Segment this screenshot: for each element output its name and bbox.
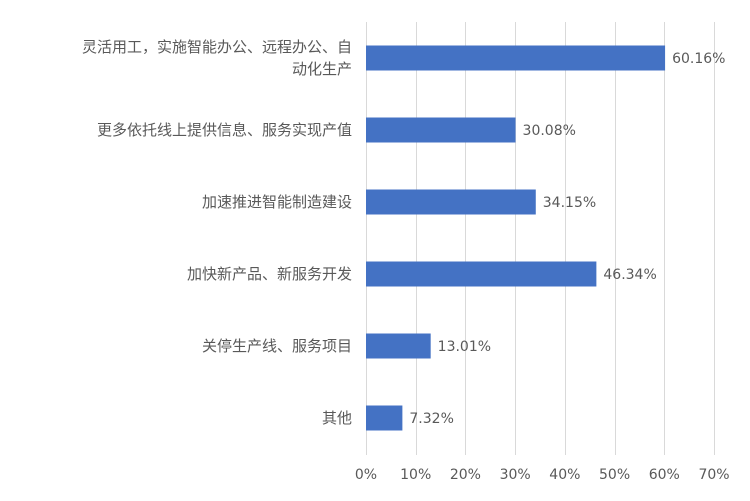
bar (366, 261, 597, 287)
data-label: 30.08% (523, 123, 576, 139)
data-label: 7.32% (409, 411, 453, 427)
category-label: 灵活用工，实施智能办公、远程办公、自动化生产 (82, 38, 352, 78)
x-tick-label: 40% (549, 467, 580, 483)
category-label-line: 加速推进智能制造建设 (202, 193, 352, 211)
data-labels: 60.16% 30.08% 34.15% 46.34% 13.01% 7.32% (409, 51, 725, 427)
category-label-line: 动化生产 (292, 60, 352, 78)
bar (366, 405, 403, 431)
bar (366, 45, 666, 71)
x-tick-label: 50% (599, 467, 630, 483)
category-label-line: 加快新产品、新服务开发 (187, 265, 352, 283)
bar (366, 117, 516, 143)
category-labels: 灵活用工，实施智能办公、远程办公、自动化生产更多依托线上提供信息、服务实现产值加… (82, 38, 352, 427)
gridlines (366, 22, 715, 455)
category-label-line: 灵活用工，实施智能办公、远程办公、自 (82, 38, 352, 56)
bar (366, 333, 431, 359)
category-label: 加快新产品、新服务开发 (187, 265, 352, 283)
x-tick-labels: 0% 10% 20% 30% 40% 50% 60% 70% (355, 467, 730, 483)
x-tick-label: 10% (400, 467, 431, 483)
x-tick-label: 0% (355, 467, 377, 483)
category-label-line: 其他 (322, 409, 352, 427)
bar (366, 189, 536, 215)
x-tick-label: 20% (450, 467, 481, 483)
category-label: 加速推进智能制造建设 (202, 193, 352, 211)
data-label: 60.16% (672, 51, 725, 67)
x-tick-label: 70% (698, 467, 729, 483)
category-label: 更多依托线上提供信息、服务实现产值 (97, 121, 352, 139)
category-label-line: 更多依托线上提供信息、服务实现产值 (97, 121, 352, 139)
data-label: 13.01% (438, 339, 491, 355)
data-label: 46.34% (603, 267, 656, 283)
category-label: 关停生产线、服务项目 (202, 337, 352, 355)
x-tick-label: 60% (649, 467, 680, 483)
category-label: 其他 (322, 409, 352, 427)
data-label: 34.15% (543, 195, 596, 211)
x-tick-label: 30% (500, 467, 531, 483)
bars (366, 45, 666, 431)
category-label-line: 关停生产线、服务项目 (202, 337, 352, 355)
